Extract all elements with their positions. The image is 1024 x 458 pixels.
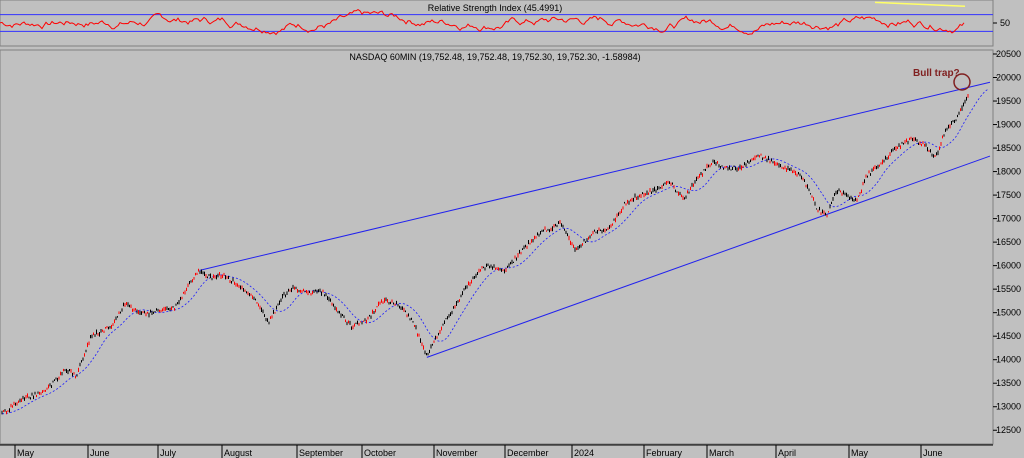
price-tick-label: 18500: [996, 143, 1021, 153]
price-tick-label: 13000: [996, 402, 1021, 412]
price-panel: NASDAQ 60MIN (19,752.48, 19,752.48, 19,7…: [0, 49, 1021, 445]
x-tick-label: October: [364, 448, 396, 458]
x-tick-label: November: [436, 448, 478, 458]
annotation-group: Bull trap?: [913, 68, 971, 91]
price-tick-label: 15000: [996, 308, 1021, 318]
price-tick-label: 12500: [996, 425, 1021, 435]
price-tick-label: 15500: [996, 284, 1021, 294]
trendlines: [199, 81, 991, 358]
x-tick-label: 2024: [574, 448, 594, 458]
trendline-1: [199, 81, 991, 271]
price-tick-label: 13500: [996, 378, 1021, 388]
candles-series: [1, 94, 969, 415]
price-y-axis: 12500 13000 13500 14000 14500 15000 15500 16000…: [993, 49, 1021, 435]
price-tick-label: 20000: [996, 73, 1021, 83]
x-tick-label: April: [778, 448, 796, 458]
x-tick-label: March: [709, 448, 734, 458]
price-tick-label: 19000: [996, 120, 1021, 130]
price-tick-label: 14500: [996, 331, 1021, 341]
price-plot-area: [0, 49, 994, 445]
x-axis-band: [0, 445, 1024, 458]
x-tick-label: June: [90, 448, 110, 458]
price-title: NASDAQ 60MIN (19,752.48, 19,752.48, 19,7…: [349, 52, 640, 62]
price-tick-label: 19500: [996, 96, 1021, 106]
rsi-series: [0, 1, 966, 36]
moving-average-series: [1, 88, 990, 415]
price-tick-label: 14000: [996, 355, 1021, 365]
annotation-circle: [953, 73, 971, 91]
moving-average-line: [1, 88, 990, 415]
price-tick-label: 20500: [996, 49, 1021, 59]
x-tick-label: May: [17, 448, 35, 458]
x-tick-label: July: [160, 448, 177, 458]
bull-trap-annotation: Bull trap?: [913, 68, 960, 79]
rsi-panel: Relative Strength Index (45.4991) 50: [0, 0, 1010, 47]
rsi-y-axis: 50: [993, 18, 1010, 28]
price-tick-label: 17000: [996, 214, 1021, 224]
x-tick-label: February: [646, 448, 683, 458]
rsi-plot-area: [0, 0, 994, 47]
rsi-tick-label: 50: [1000, 18, 1010, 28]
rsi-title: Relative Strength Index (45.4991): [428, 3, 563, 13]
price-tick-label: 17500: [996, 190, 1021, 200]
trendline-2: [426, 155, 991, 358]
x-tick-label: May: [851, 448, 869, 458]
rsi-reference-levels: [0, 14, 993, 32]
x-tick-label: December: [507, 448, 549, 458]
x-axis: May June July August September October Novembe…: [0, 444, 1024, 458]
x-tick-label: June: [923, 448, 943, 458]
rsi-line: [0, 9, 965, 36]
price-tick-label: 16500: [996, 237, 1021, 247]
price-tick-label: 18000: [996, 167, 1021, 177]
x-tick-label: September: [299, 448, 343, 458]
rsi-divergence-line: [874, 1, 966, 7]
price-tick-label: 16000: [996, 261, 1021, 271]
x-tick-label: August: [224, 448, 253, 458]
